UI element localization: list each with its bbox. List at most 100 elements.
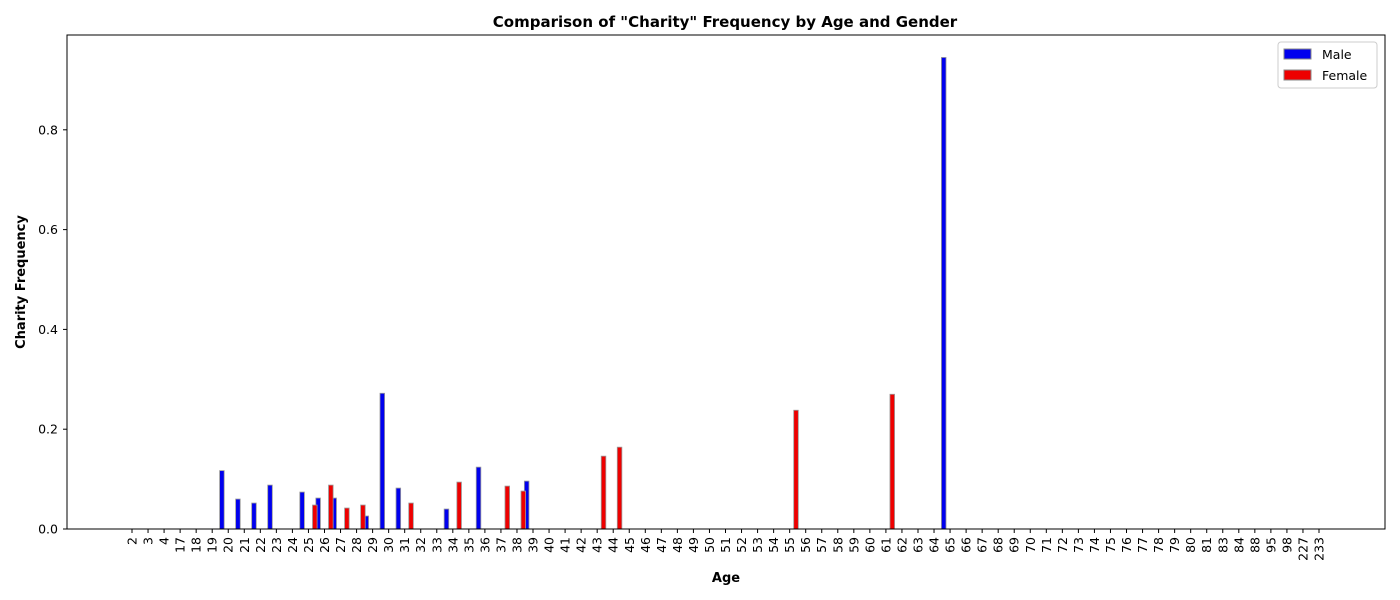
x-tick-label: 66 bbox=[959, 537, 974, 553]
bar-male-36 bbox=[475, 466, 482, 530]
x-tick-label: 31 bbox=[397, 537, 412, 553]
x-tick-label: 68 bbox=[991, 537, 1006, 553]
x-tick-label: 19 bbox=[205, 537, 220, 553]
bar-male-21 bbox=[235, 498, 241, 530]
x-tick-label: 76 bbox=[1119, 537, 1134, 553]
x-tick-label: 28 bbox=[349, 537, 364, 553]
x-tick-label: 78 bbox=[1151, 537, 1166, 553]
bar-female-28 bbox=[360, 504, 366, 530]
x-tick-label: 72 bbox=[1055, 537, 1070, 553]
bar-female-31 bbox=[408, 502, 414, 530]
x-tick-label: 36 bbox=[477, 537, 492, 553]
x-tick-label: 54 bbox=[766, 537, 781, 553]
x-tick-label: 51 bbox=[718, 537, 733, 553]
x-tick-label: 62 bbox=[894, 537, 909, 553]
x-tick-label: 29 bbox=[365, 537, 380, 553]
x-tick-label: 79 bbox=[1167, 537, 1182, 553]
bar-male-30 bbox=[379, 392, 385, 530]
y-tick-label: 0.2 bbox=[38, 422, 58, 437]
legend-label-male: Male bbox=[1322, 47, 1352, 62]
x-tick-label: 23 bbox=[269, 537, 284, 553]
bar-female-43 bbox=[600, 455, 607, 530]
x-tick-label: 95 bbox=[1263, 537, 1278, 553]
x-tick-label: 47 bbox=[654, 537, 669, 553]
legend-swatch-female bbox=[1283, 69, 1312, 81]
bar-male-25 bbox=[299, 491, 305, 530]
x-tick-label: 48 bbox=[670, 537, 685, 553]
x-tick-label: 227 bbox=[1295, 537, 1310, 561]
x-tick-label: 18 bbox=[189, 537, 204, 553]
bar-female-37 bbox=[504, 485, 510, 530]
x-tick-label: 3 bbox=[141, 537, 156, 545]
x-tick-label: 50 bbox=[702, 537, 717, 553]
bar-male-34 bbox=[443, 508, 450, 530]
x-tick-label: 33 bbox=[429, 537, 444, 553]
x-tick-label: 39 bbox=[526, 537, 541, 553]
x-tick-label: 233 bbox=[1312, 537, 1327, 561]
x-tick-label: 75 bbox=[1103, 537, 1118, 553]
bar-female-38 bbox=[520, 490, 527, 530]
x-tick-label: 40 bbox=[542, 537, 557, 553]
x-tick-label: 80 bbox=[1183, 537, 1198, 553]
x-tick-label: 83 bbox=[1215, 537, 1230, 553]
x-tick-label: 70 bbox=[1023, 537, 1038, 553]
x-tick-label: 74 bbox=[1087, 537, 1102, 553]
x-tick-label: 65 bbox=[943, 537, 958, 553]
x-tick-label: 37 bbox=[493, 537, 508, 553]
bar-male-20 bbox=[219, 470, 225, 530]
x-tick-label: 46 bbox=[638, 537, 653, 553]
x-tick-label: 22 bbox=[253, 537, 268, 553]
x-tick-label: 45 bbox=[622, 537, 637, 553]
x-tick-label: 71 bbox=[1039, 537, 1054, 553]
y-tick-label: 0.8 bbox=[38, 122, 58, 137]
x-tick-label: 84 bbox=[1231, 537, 1246, 553]
x-tick-label: 56 bbox=[798, 537, 813, 553]
x-tick-label: 49 bbox=[686, 537, 701, 553]
bars-layer bbox=[219, 57, 947, 530]
x-tick-label: 69 bbox=[1007, 537, 1022, 553]
bar-male-65 bbox=[941, 57, 947, 530]
bar-male-31 bbox=[395, 487, 402, 530]
plot-frame bbox=[66, 34, 1386, 530]
bar-female-34 bbox=[456, 481, 462, 530]
bar-male-23 bbox=[267, 484, 273, 530]
bar-male-22 bbox=[251, 502, 257, 530]
x-tick-label: 41 bbox=[558, 537, 573, 553]
x-tick-label: 98 bbox=[1279, 537, 1294, 553]
bar-female-25 bbox=[312, 504, 318, 530]
x-tick-label: 61 bbox=[878, 537, 893, 553]
x-tick-label: 77 bbox=[1135, 537, 1150, 553]
legend-label-female: Female bbox=[1322, 68, 1368, 83]
x-tick-label: 52 bbox=[734, 537, 749, 553]
x-tick-label: 64 bbox=[927, 537, 942, 553]
x-tick-label: 17 bbox=[173, 537, 188, 553]
x-tick-label: 32 bbox=[413, 537, 428, 553]
x-tick-label: 27 bbox=[333, 537, 348, 553]
x-tick-label: 67 bbox=[975, 537, 990, 553]
x-tick-label: 58 bbox=[830, 537, 845, 553]
chart-title: Comparison of "Charity" Frequency by Age… bbox=[493, 13, 958, 31]
y-tick-label: 0.6 bbox=[38, 222, 58, 237]
x-tick-label: 30 bbox=[381, 537, 396, 553]
legend: Male Female bbox=[1277, 41, 1378, 89]
y-tick-label: 0.4 bbox=[38, 322, 58, 337]
x-tick-label: 21 bbox=[237, 537, 252, 553]
x-axis-label: Age bbox=[712, 571, 740, 586]
x-tick-label: 53 bbox=[750, 537, 765, 553]
bar-female-55 bbox=[793, 409, 799, 530]
legend-swatch-male bbox=[1283, 48, 1312, 60]
x-tick-label: 63 bbox=[910, 537, 925, 553]
bar-female-26 bbox=[328, 484, 334, 530]
x-tick-label: 42 bbox=[574, 537, 589, 553]
x-tick-label: 43 bbox=[590, 537, 605, 553]
y-axis: 0.0 0.2 0.4 0.6 0.8 bbox=[38, 122, 67, 537]
x-tick-label: 24 bbox=[285, 537, 300, 553]
x-tick-label: 35 bbox=[461, 537, 476, 553]
bar-female-61 bbox=[889, 393, 895, 530]
x-tick-label: 20 bbox=[221, 537, 236, 553]
bar-female-27 bbox=[344, 507, 350, 530]
x-tick-label: 25 bbox=[301, 537, 316, 553]
y-tick-label: 0.0 bbox=[38, 522, 58, 537]
y-axis-label: Charity Frequency bbox=[14, 215, 29, 349]
